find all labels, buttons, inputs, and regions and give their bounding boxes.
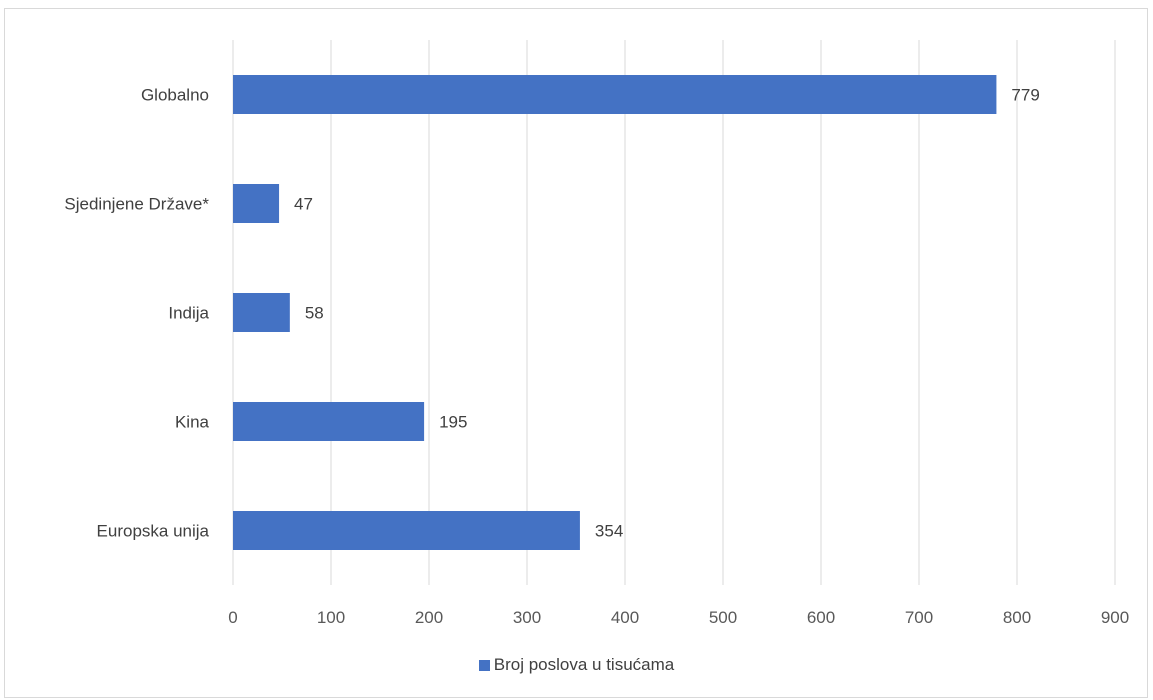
legend: Broj poslova u tisućama: [0, 655, 1153, 675]
bar: [233, 402, 425, 441]
bar: [233, 293, 290, 332]
data-label: 195: [439, 413, 467, 432]
x-tick-label: 300: [513, 608, 541, 627]
x-tick-label: 700: [905, 608, 933, 627]
legend-swatch: [478, 660, 490, 671]
chart-frame: [4, 8, 1148, 698]
bar: [233, 184, 280, 223]
bar: [233, 511, 580, 550]
data-label: 779: [1011, 86, 1039, 105]
category-labels: Globalno Sjedinjene Države* Indija Kina Euro…: [64, 86, 209, 541]
bar: [233, 75, 997, 114]
legend-label: Broj poslova u tisućama: [493, 655, 675, 674]
x-tick-label: 500: [709, 608, 737, 627]
category-label: Kina: [175, 413, 210, 432]
data-labels: 779 47 58 195 354: [294, 86, 1040, 541]
x-tick-label: 400: [611, 608, 639, 627]
bars: [233, 75, 997, 550]
x-tick-label: 900: [1101, 608, 1129, 627]
data-label: 354: [595, 522, 623, 541]
category-label: Europska unija: [97, 522, 210, 541]
x-tick-label: 0: [228, 608, 237, 627]
x-tick-label: 200: [415, 608, 443, 627]
x-tick-label: 600: [807, 608, 835, 627]
data-label: 47: [294, 195, 313, 214]
x-tick-label: 800: [1003, 608, 1031, 627]
data-label: 58: [305, 304, 324, 323]
category-label: Globalno: [141, 86, 209, 105]
x-axis-ticks: 0 100 200 300 400 500 600 700 800 900: [228, 608, 1129, 627]
x-tick-label: 100: [317, 608, 345, 627]
category-label: Indija: [168, 304, 209, 323]
gridlines: [232, 40, 1116, 585]
category-label: Sjedinjene Države*: [64, 195, 209, 214]
